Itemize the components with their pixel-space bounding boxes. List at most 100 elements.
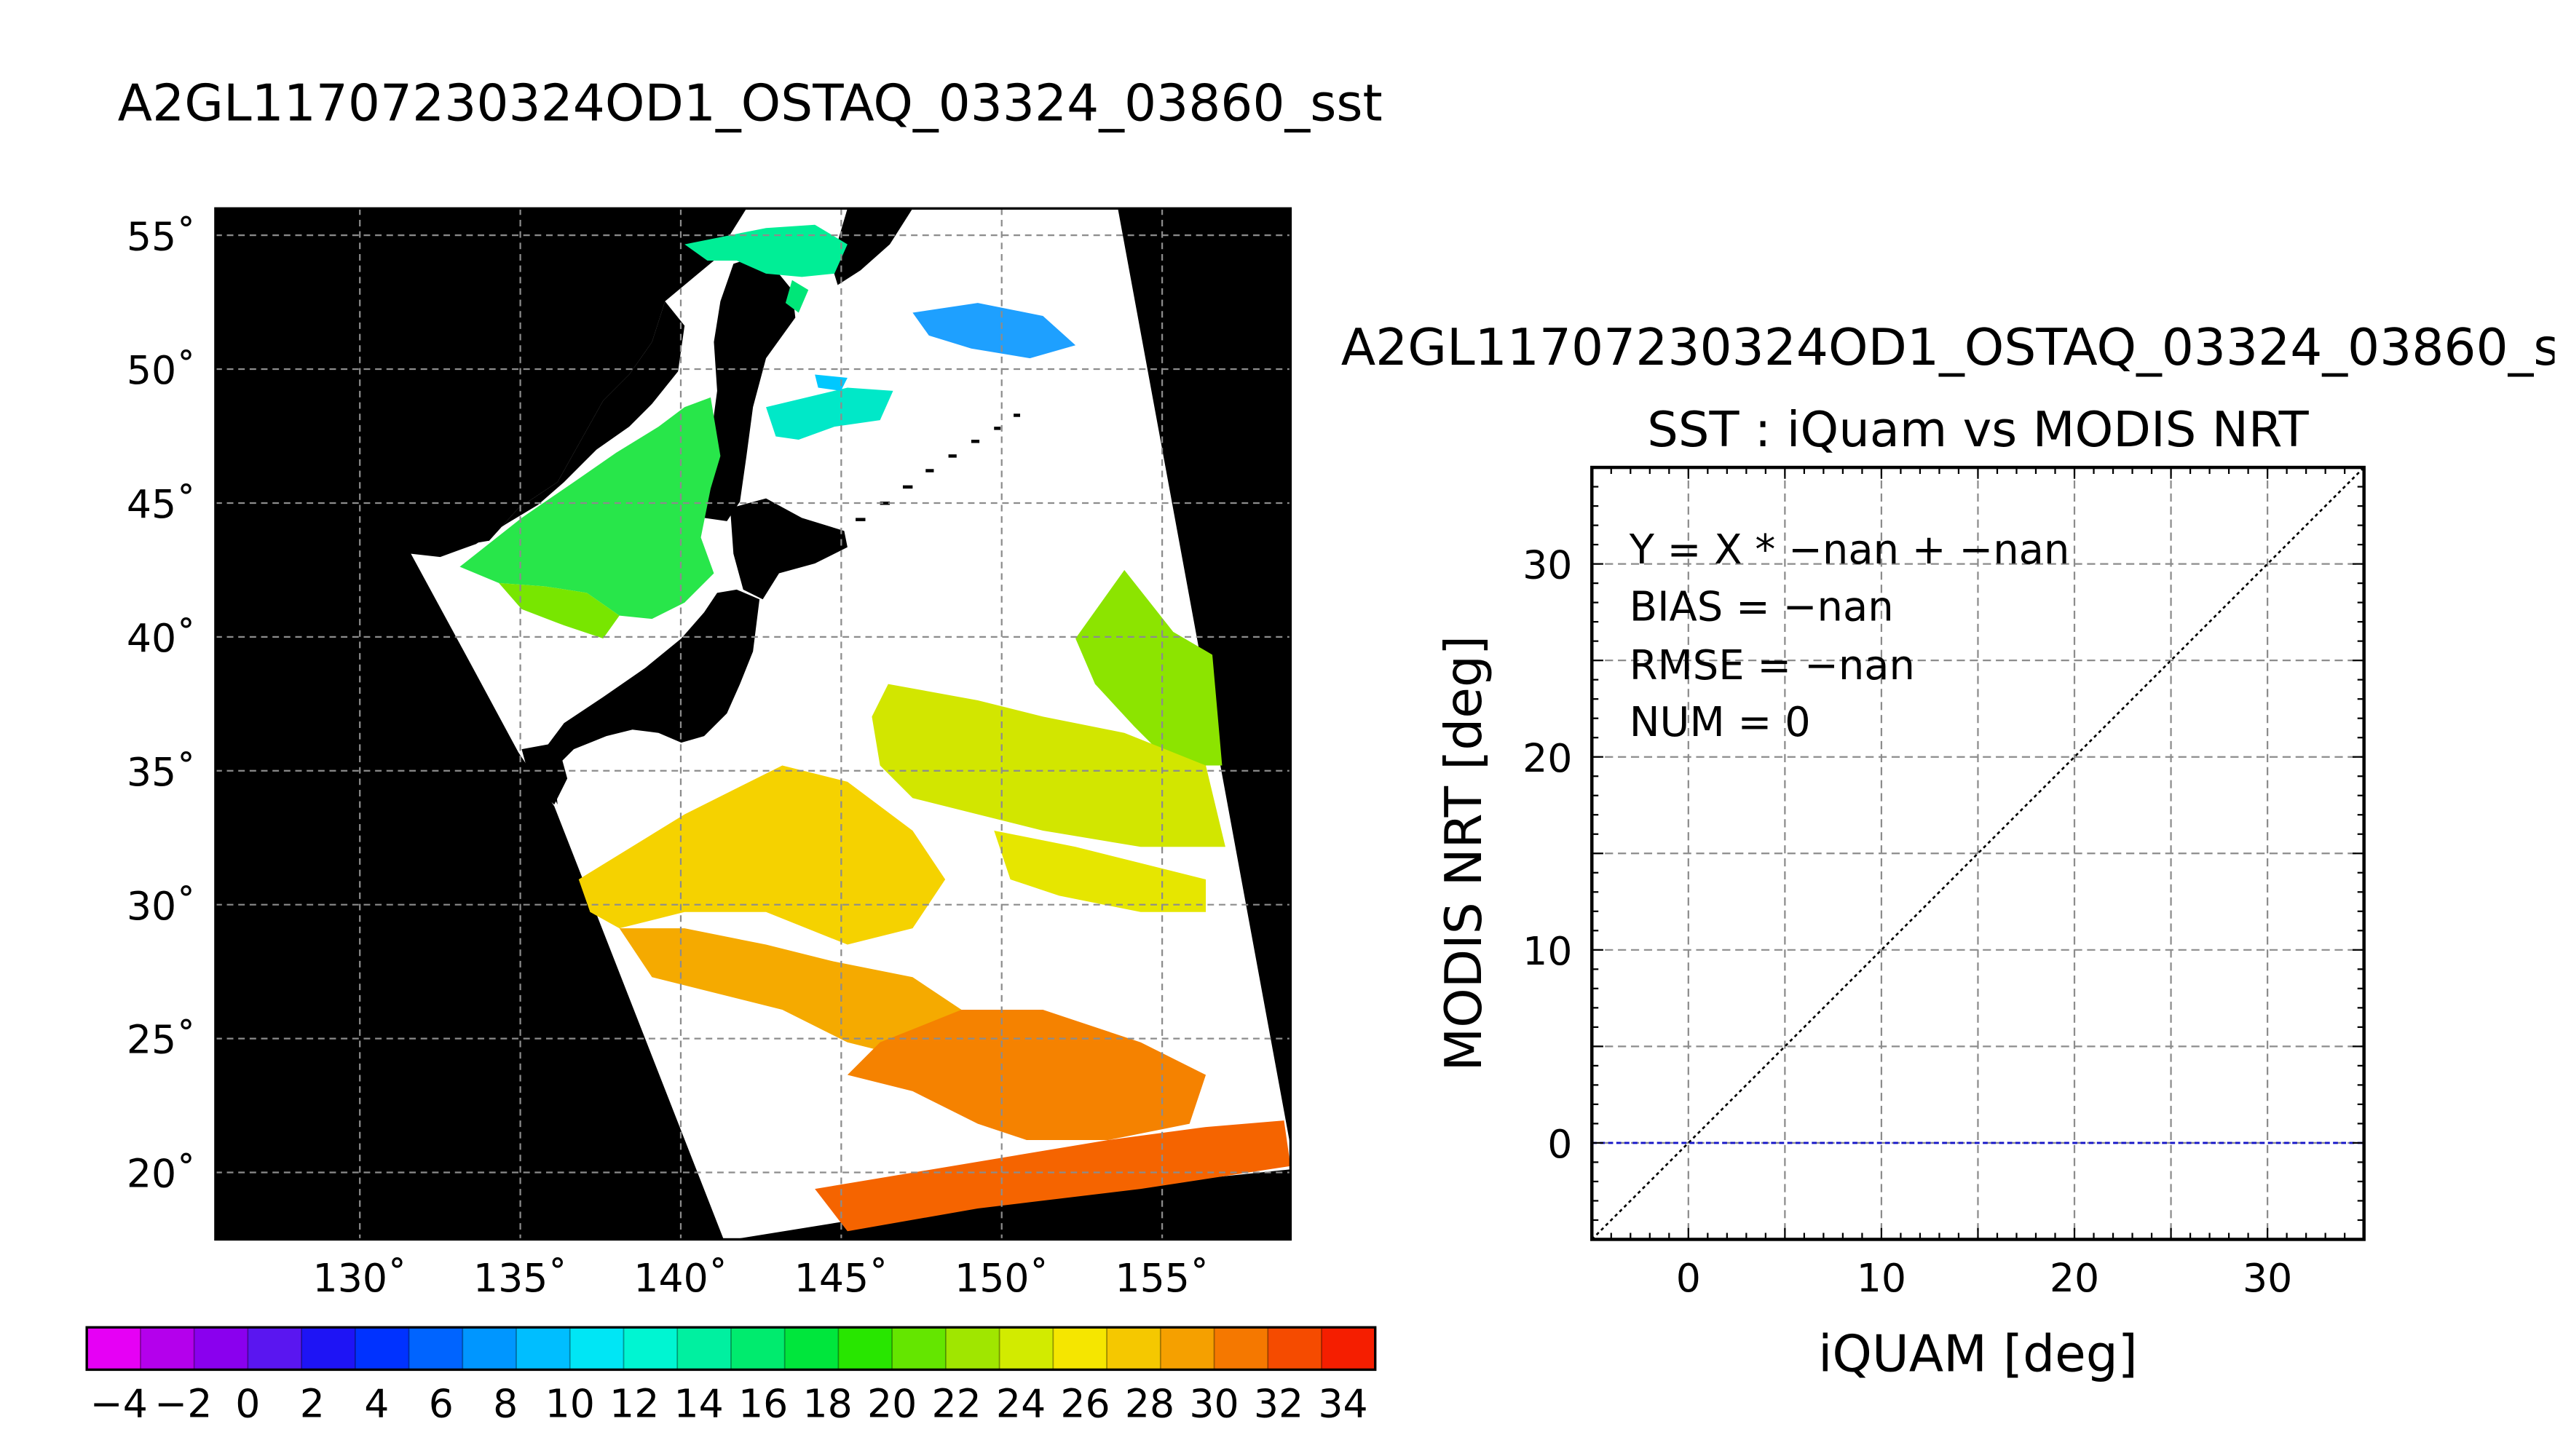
- colorbar-tick-label: 24: [996, 1380, 1046, 1426]
- colorbar-tick-label: 34: [1318, 1380, 1367, 1426]
- scatter-x-tick-label: 0: [1676, 1255, 1701, 1301]
- map-x-tick-label: 140˚: [633, 1255, 727, 1301]
- colorbar-segment: [1107, 1327, 1162, 1370]
- sst-patch-north-pacific: [1075, 569, 1223, 766]
- stats-num: NUM = 0: [1630, 699, 1811, 746]
- scatter-x-tick-label: 20: [2050, 1255, 2099, 1301]
- kuril-islands: [856, 414, 1021, 521]
- scatter-filename-overflow: A2GL11707230324OD1_OSTAQ_03324_03860_sst: [1341, 319, 2555, 377]
- colorbar-tick-label: 26: [1060, 1380, 1110, 1426]
- sst-patch-mid-pacific: [872, 684, 1225, 847]
- colorbar-segment: [248, 1327, 303, 1370]
- colorbar-segment: [1268, 1327, 1323, 1370]
- colorbar-segment: [999, 1327, 1054, 1370]
- colorbar-segment: [1053, 1327, 1108, 1370]
- colorbar-segment: [301, 1327, 357, 1370]
- colorbar-segment: [87, 1327, 142, 1370]
- map-x-tick-label: 130˚: [313, 1255, 407, 1301]
- map-x-tick-label: 150˚: [955, 1255, 1049, 1301]
- land-kamchatka: [831, 208, 913, 285]
- colorbar-tick-label: 28: [1125, 1380, 1174, 1426]
- scatter-y-axis-label: MODIS NRT [deg]: [1435, 636, 1493, 1072]
- map-y-tick-label: 25˚: [127, 1017, 196, 1063]
- land-sakhalin: [698, 253, 796, 521]
- sst-patch-far-south: [815, 1120, 1291, 1232]
- sst-patch-blue: [912, 303, 1076, 359]
- colorbar: [85, 1326, 1377, 1372]
- land-honshu: [534, 589, 760, 805]
- colorbar-tick-label: −4: [90, 1380, 148, 1426]
- map-y-tick-label: 55˚: [127, 213, 196, 259]
- map-x-tick-label: 135˚: [473, 1255, 567, 1301]
- colorbar-segment: [516, 1327, 572, 1370]
- map-y-tick-label: 45˚: [127, 481, 196, 527]
- colorbar-tick-label: 0: [235, 1380, 260, 1426]
- map-y-tick-label: 20˚: [127, 1151, 196, 1197]
- colorbar-tick-label: 32: [1254, 1380, 1303, 1426]
- colorbar-segment: [408, 1327, 464, 1370]
- sst-patch-japan-sea: [459, 397, 721, 620]
- map-x-ticks: 130˚ 135˚ 140˚ 145˚ 150˚ 155˚: [313, 1255, 1209, 1301]
- sst-patch-warm-east: [994, 830, 1207, 912]
- map-y-tick-label: 30˚: [127, 883, 196, 929]
- map-y-ticks: 55˚ 50˚ 45˚ 40˚ 35˚ 30˚ 25˚ 20˚: [127, 213, 196, 1196]
- scatter-y-tick-labels: 0 10 20 30: [1523, 542, 1572, 1167]
- sst-patch-blue-small: [815, 374, 848, 391]
- land: [411, 208, 913, 805]
- colorbar-segment: [462, 1327, 518, 1370]
- colorbar-segment: [1214, 1327, 1269, 1370]
- stats-rmse: RMSE = −nan: [1630, 642, 1915, 689]
- map-x-tick-label: 155˚: [1115, 1255, 1209, 1301]
- colorbar-segment: [355, 1327, 410, 1370]
- scatter-y-tick-label: 0: [1547, 1121, 1572, 1167]
- colorbar-segment: [945, 1327, 1000, 1370]
- colorbar-tick-label: 8: [493, 1380, 518, 1426]
- colorbar-segment: [1160, 1327, 1215, 1370]
- colorbar-tick-label: 10: [545, 1380, 595, 1426]
- colorbar-tick-label: 14: [674, 1380, 724, 1426]
- sst-patch-honshu-coast: [785, 280, 809, 313]
- colorbar-segment: [784, 1327, 840, 1370]
- colorbar-tick-label: 2: [300, 1380, 325, 1426]
- map-grid: [215, 208, 1291, 1240]
- land-kyushu: [521, 743, 568, 805]
- sst-patch-okhotsk-east: [766, 387, 893, 440]
- colorbar-tick-label: 4: [364, 1380, 389, 1426]
- colorbar-frame: [85, 1326, 1377, 1372]
- map-y-tick-label: 35˚: [127, 749, 196, 795]
- colorbar-segment: [569, 1327, 625, 1370]
- scatter-x-tick-label: 30: [2243, 1255, 2292, 1301]
- sst-patch-south-orange: [847, 1010, 1207, 1140]
- colorbar-tick-label: −2: [154, 1380, 212, 1426]
- colorbar-tick-label: 16: [738, 1380, 788, 1426]
- map-title: A2GL11707230324OD1_OSTAQ_03324_03860_sst: [118, 75, 1383, 133]
- sst-patch-japan-sea-south: [499, 582, 620, 638]
- map-y-tick-label: 40˚: [127, 615, 196, 661]
- sst-patch-okhotsk: [684, 224, 848, 277]
- sst-patches: [459, 224, 1291, 1232]
- scatter-x-tick-label: 10: [1857, 1255, 1906, 1301]
- land-hokkaido: [730, 498, 848, 600]
- colorbar-ticks: −4 −2 0 2 4 6 8 10 12 14 16 18 20 22 24 26 28 30 32 34: [90, 1380, 1368, 1426]
- scatter-grid: [1592, 467, 2364, 1240]
- colorbar-segment: [140, 1327, 195, 1370]
- scatter-y-tick-label: 20: [1523, 735, 1572, 781]
- colorbar-tick-label: 6: [429, 1380, 454, 1426]
- map-x-tick-label: 145˚: [794, 1255, 888, 1301]
- land-mainland: [411, 301, 685, 558]
- scatter-title: SST : iQuam vs MODIS NRT: [1647, 401, 2309, 458]
- colorbar-segment: [730, 1327, 786, 1370]
- scatter-y-tick-label: 10: [1523, 928, 1572, 974]
- scatter-y-tick-label: 30: [1523, 542, 1572, 588]
- colorbar-segment: [677, 1327, 732, 1370]
- colorbar-segment: [892, 1327, 947, 1370]
- colorbar-segment: [1321, 1327, 1377, 1370]
- colorbar-tick-label: 18: [802, 1380, 852, 1426]
- sst-patch-subtropic: [578, 765, 946, 945]
- map-frame: [214, 207, 1292, 1241]
- stats-bias: BIAS = −nan: [1630, 583, 1894, 630]
- scatter-x-axis-label: iQUAM [deg]: [1818, 1326, 2138, 1384]
- scatter-ticks: [1591, 466, 2365, 1241]
- colorbar-tick-label: 12: [609, 1380, 659, 1426]
